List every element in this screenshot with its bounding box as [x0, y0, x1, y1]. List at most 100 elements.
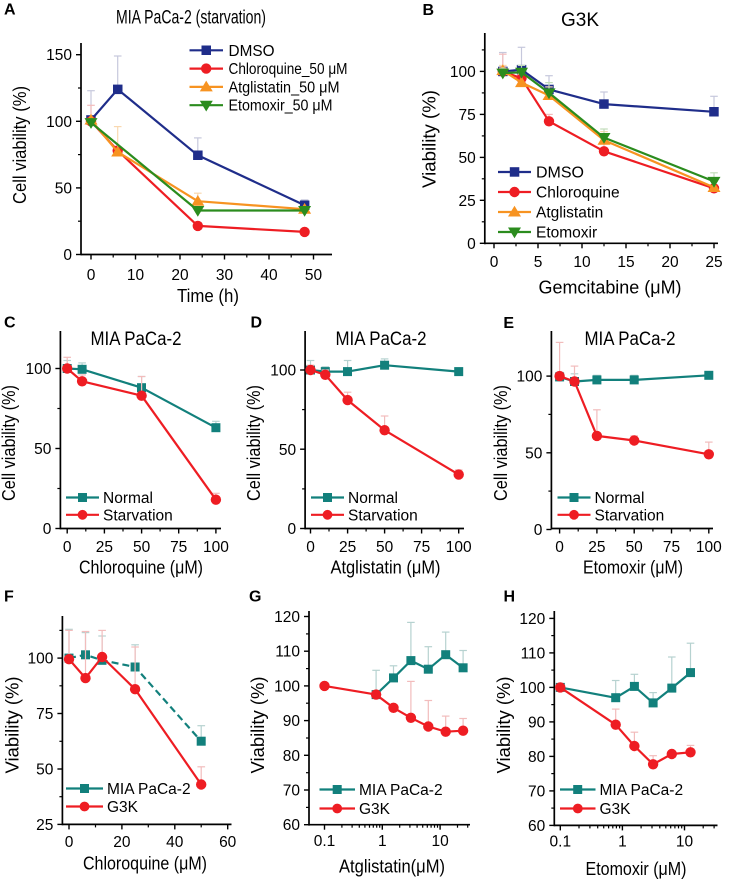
svg-text:5: 5 — [534, 254, 543, 271]
svg-text:40: 40 — [260, 267, 278, 284]
svg-text:Etomoxir_50 μM: Etomoxir_50 μM — [229, 98, 333, 115]
svg-text:100: 100 — [519, 680, 545, 697]
svg-text:50: 50 — [305, 267, 323, 284]
svg-text:25: 25 — [96, 539, 113, 556]
svg-text:0: 0 — [534, 522, 543, 539]
svg-text:100: 100 — [274, 678, 300, 695]
svg-text:Chloroquine (μM): Chloroquine (μM) — [83, 854, 207, 874]
svg-text:Time (h): Time (h) — [177, 286, 239, 306]
svg-text:70: 70 — [528, 783, 546, 800]
svg-text:75: 75 — [663, 539, 680, 556]
svg-text:90: 90 — [283, 713, 301, 730]
svg-text:Atglistatin: Atglistatin — [536, 205, 603, 222]
svg-text:Starvation: Starvation — [348, 507, 418, 524]
svg-text:A: A — [4, 2, 16, 19]
svg-text:0: 0 — [306, 539, 315, 556]
svg-text:100: 100 — [46, 114, 72, 131]
svg-text:Etomoxir (μM): Etomoxir (μM) — [583, 558, 683, 578]
svg-text:50: 50 — [525, 445, 543, 462]
svg-text:25: 25 — [36, 817, 53, 834]
svg-text:75: 75 — [170, 539, 187, 556]
svg-text:75: 75 — [413, 539, 430, 556]
svg-text:B: B — [423, 2, 435, 19]
svg-text:75: 75 — [459, 107, 476, 124]
svg-text:0: 0 — [63, 247, 72, 264]
svg-text:0: 0 — [63, 539, 72, 556]
svg-text:20: 20 — [113, 834, 131, 851]
svg-text:60: 60 — [283, 817, 301, 834]
svg-text:25: 25 — [588, 539, 605, 556]
svg-text:50: 50 — [36, 762, 54, 779]
svg-text:DMSO: DMSO — [229, 43, 275, 60]
svg-text:Chloroquine_50 μM: Chloroquine_50 μM — [229, 61, 348, 78]
svg-text:1: 1 — [378, 833, 387, 850]
svg-text:Gemcitabine (μM): Gemcitabine (μM) — [539, 278, 682, 298]
svg-text:Viability (%): Viability (%) — [420, 90, 440, 188]
svg-text:70: 70 — [283, 783, 301, 800]
svg-text:Atglistatin (μM): Atglistatin (μM) — [331, 558, 441, 578]
svg-text:Starvation: Starvation — [103, 507, 173, 524]
svg-text:Cell viability (%): Cell viability (%) — [0, 385, 19, 501]
svg-text:Viability (%): Viability (%) — [494, 677, 514, 774]
svg-text:20: 20 — [171, 267, 189, 284]
svg-text:MIA PaCa-2: MIA PaCa-2 — [600, 782, 684, 799]
svg-text:G3K: G3K — [600, 801, 632, 818]
svg-text:60: 60 — [528, 818, 546, 835]
svg-text:0: 0 — [467, 236, 476, 253]
svg-text:Atglistatin(μM): Atglistatin(μM) — [339, 857, 445, 877]
svg-text:15: 15 — [617, 254, 634, 271]
svg-text:10: 10 — [676, 834, 694, 851]
svg-text:Atglistatin_50 μM: Atglistatin_50 μM — [229, 79, 340, 96]
svg-text:110: 110 — [275, 644, 300, 661]
svg-text:Cell viability (%): Cell viability (%) — [10, 86, 30, 204]
svg-text:Viability (%): Viability (%) — [3, 677, 23, 774]
svg-text:Etomoxir (μM): Etomoxir (μM) — [586, 859, 687, 879]
svg-text:90: 90 — [528, 714, 546, 731]
svg-text:80: 80 — [283, 748, 301, 765]
svg-text:10: 10 — [127, 267, 145, 284]
svg-text:0: 0 — [87, 267, 96, 284]
svg-text:0: 0 — [287, 521, 296, 538]
svg-text:100: 100 — [28, 651, 54, 668]
svg-text:G3K: G3K — [107, 799, 139, 816]
svg-text:MIA PaCa-2: MIA PaCa-2 — [585, 329, 676, 350]
svg-text:10: 10 — [431, 833, 449, 850]
svg-text:Normal: Normal — [348, 490, 398, 507]
svg-text:25: 25 — [459, 193, 476, 210]
svg-text:40: 40 — [166, 834, 184, 851]
svg-text:110: 110 — [521, 645, 546, 662]
svg-text:20: 20 — [661, 254, 679, 271]
svg-text:150: 150 — [46, 47, 72, 64]
svg-text:25: 25 — [339, 539, 356, 556]
svg-text:0: 0 — [555, 539, 564, 556]
svg-text:0: 0 — [43, 521, 52, 538]
svg-text:50: 50 — [376, 539, 394, 556]
svg-text:MIA PaCa-2: MIA PaCa-2 — [336, 329, 427, 350]
svg-text:Viability (%): Viability (%) — [248, 677, 268, 774]
svg-text:E: E — [503, 315, 514, 332]
svg-text:Starvation: Starvation — [595, 507, 665, 524]
svg-text:120: 120 — [519, 611, 545, 628]
svg-text:100: 100 — [26, 361, 52, 378]
svg-text:120: 120 — [274, 609, 300, 626]
svg-text:50: 50 — [55, 180, 73, 197]
svg-text:Cell viability (%): Cell viability (%) — [244, 385, 264, 501]
svg-text:G3K: G3K — [359, 801, 391, 818]
svg-text:MIA PaCa-2: MIA PaCa-2 — [107, 781, 191, 798]
svg-text:Etomoxir: Etomoxir — [536, 225, 597, 242]
svg-text:F: F — [4, 589, 14, 606]
svg-text:MIA PaCa-2: MIA PaCa-2 — [359, 782, 443, 799]
svg-text:100: 100 — [446, 539, 472, 556]
svg-text:H: H — [504, 589, 516, 606]
svg-text:D: D — [251, 315, 263, 332]
svg-text:50: 50 — [133, 539, 151, 556]
svg-text:100: 100 — [203, 539, 229, 556]
svg-text:30: 30 — [216, 267, 234, 284]
svg-text:80: 80 — [528, 749, 546, 766]
svg-text:50: 50 — [459, 150, 477, 167]
svg-text:MIA PaCa-2 (starvation): MIA PaCa-2 (starvation) — [116, 8, 266, 29]
svg-text:60: 60 — [219, 834, 237, 851]
svg-text:50: 50 — [279, 442, 297, 459]
svg-text:50: 50 — [626, 539, 644, 556]
svg-text:0.1: 0.1 — [314, 833, 336, 850]
